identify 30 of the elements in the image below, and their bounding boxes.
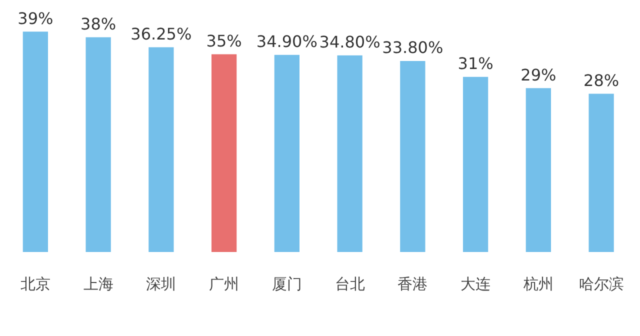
- data-label: 35%: [206, 31, 242, 50]
- x-tick-label: 哈尔滨: [578, 274, 624, 293]
- data-label: 33.80%: [382, 38, 444, 58]
- x-tick-label: 广州: [209, 274, 240, 293]
- data-label: 34.80%: [319, 32, 380, 52]
- data-label: 38%: [80, 14, 116, 34]
- x-tick-label: 北京: [20, 274, 50, 293]
- data-label: 34.90%: [256, 32, 318, 51]
- bar: [274, 54, 300, 252]
- data-label: 39%: [18, 8, 54, 28]
- bar: [462, 76, 488, 252]
- bar: [588, 94, 614, 252]
- bar: [400, 61, 426, 252]
- bar: [337, 55, 362, 252]
- x-tick-label: 厦门: [272, 274, 302, 293]
- bar: [22, 32, 48, 252]
- data-label: 31%: [458, 54, 494, 74]
- x-tick-label: 大连: [460, 274, 491, 293]
- x-tick-label: 上海: [83, 274, 114, 293]
- bar: [148, 47, 174, 252]
- bar: [526, 88, 551, 252]
- bar: [211, 54, 237, 252]
- data-label: 36.25%: [130, 24, 192, 44]
- data-label: 29%: [520, 65, 556, 84]
- x-tick-label: 杭州: [522, 274, 554, 293]
- x-tick-label: 香港: [398, 274, 428, 293]
- x-tick-label: 深圳: [146, 274, 176, 293]
- x-tick-label: 台北: [334, 274, 365, 293]
- data-label: 28%: [584, 70, 620, 90]
- bar: [86, 37, 111, 252]
